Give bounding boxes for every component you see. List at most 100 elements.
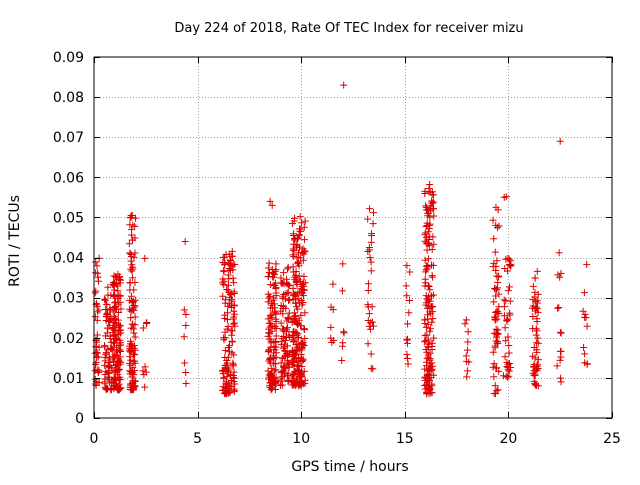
data-point [424,370,432,378]
data-point [264,298,272,306]
data-point [424,282,432,290]
data-point [283,325,291,333]
data-point [426,349,434,357]
data-point [464,338,472,346]
data-point [127,250,135,258]
data-point [226,382,234,390]
data-point [338,357,346,365]
data-point [279,354,287,362]
x-tick-label: 15 [396,431,414,447]
data-point [229,315,237,323]
data-point [131,249,139,257]
data-point [495,273,503,281]
data-point [224,302,232,310]
data-point [280,302,288,310]
data-point [283,342,291,350]
data-point [93,349,101,357]
data-point [264,290,272,298]
data-point [264,348,272,356]
data-point [506,297,514,305]
data-point [221,364,229,372]
data-point [182,322,190,330]
data-point [502,337,510,345]
data-point [114,324,122,332]
data-point [288,358,296,366]
data-point [495,222,503,230]
data-point [285,296,293,304]
data-point [290,334,298,342]
data-point [295,231,303,239]
data-point [180,306,188,314]
data-point [271,267,279,275]
data-point [101,361,109,369]
y-tick-label: 0.02 [53,331,84,347]
data-point [492,325,500,333]
data-point [582,314,590,322]
x-tick-label: 20 [499,431,517,447]
data-point [264,264,272,272]
data-point [116,366,124,374]
data-point [95,306,103,314]
data-point [502,193,510,201]
data-point [426,327,434,335]
data-point [95,277,103,285]
data-point [430,212,438,220]
data-point [221,328,229,336]
data-point [264,315,272,323]
data-point [288,377,296,385]
data-point [505,360,513,367]
data-point [404,360,412,368]
data-point [141,363,149,371]
data-point [91,375,99,383]
data-point [533,360,541,368]
data-point [503,317,511,325]
data-point [364,280,372,288]
data-point [533,267,541,275]
data-point [499,372,507,380]
data-point [282,336,290,344]
x-tick-label: 0 [90,431,99,447]
data-point [282,289,290,297]
data-point [93,331,101,339]
data-point [128,292,136,300]
data-point [115,341,123,349]
data-point [126,367,134,375]
data-point [102,349,110,357]
data-point [491,248,499,256]
data-point [220,374,228,382]
data-point [422,233,430,241]
data-point [292,268,300,276]
data-point [301,279,309,287]
data-point [529,325,537,333]
data-point [428,246,436,254]
data-point [367,267,375,275]
data-point [367,325,375,333]
data-point [493,257,501,265]
data-point [581,350,589,358]
data-point [489,348,497,356]
data-point [265,294,273,302]
data-point [181,359,189,367]
data-point [293,253,301,261]
data-point [127,368,135,376]
data-point [265,373,273,381]
data-point [292,340,300,348]
data-point [557,269,565,277]
data-point [296,381,304,389]
data-point [492,337,500,345]
data-point [94,269,102,277]
data-point [301,217,309,225]
data-point [115,309,123,317]
data-point [490,298,498,306]
data-point [111,292,119,300]
data-point [271,360,279,368]
data-point [219,370,227,378]
data-point [114,291,122,299]
data-point [501,324,509,332]
data-point [131,222,139,230]
data-point [112,273,120,281]
data-point [230,386,238,394]
data-point [266,197,274,205]
data-point [464,367,472,375]
data-point [494,386,502,394]
